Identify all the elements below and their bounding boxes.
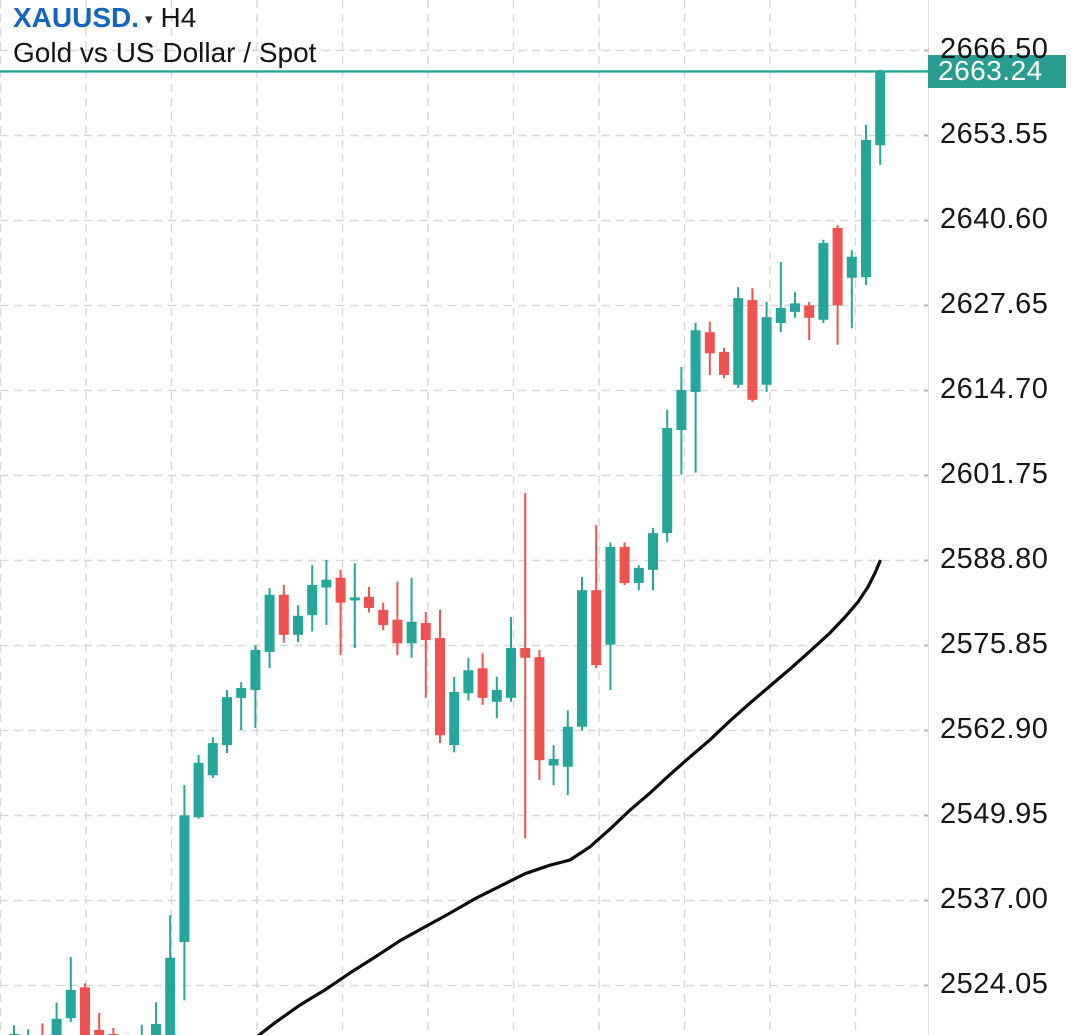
candle-body: [193, 762, 204, 818]
candle-body: [151, 1024, 161, 1035]
candle-body: [264, 594, 275, 652]
candle-body: [577, 590, 587, 727]
candle-body: [761, 317, 772, 385]
candle-body: [406, 621, 417, 644]
candle-body: [80, 987, 90, 1035]
candle-body: [704, 332, 715, 354]
candle-body: [633, 567, 644, 583]
candle-body: [293, 615, 303, 635]
price-axis-label: 2575.85: [940, 627, 1049, 660]
price-axis-label: 2640.60: [940, 202, 1049, 235]
candle-body: [207, 743, 218, 776]
candle-body: [250, 649, 261, 690]
candle-body: [236, 687, 247, 698]
candle-body: [548, 758, 559, 766]
candle-body: [51, 1018, 62, 1035]
price-axis-label: 2549.95: [940, 797, 1049, 830]
price-axis-label: 2537.00: [940, 882, 1049, 915]
symbol-dropdown-icon: ▾: [145, 11, 153, 29]
price-axis-label: 2666.50: [940, 33, 1049, 65]
candle-body: [534, 657, 545, 761]
price-axis-label: 2653.55: [940, 117, 1049, 150]
candle-body: [449, 691, 460, 746]
candle-body: [222, 697, 232, 746]
price-axis-label: 2588.80: [940, 542, 1049, 575]
chart-header: XAUUSD. ▾ H4 Gold vs US Dollar / Spot: [13, 2, 316, 69]
candle-body: [420, 623, 431, 641]
candle-body: [690, 330, 701, 392]
candle-body: [65, 989, 76, 1019]
current-price-badge: 2663.24: [928, 54, 1066, 88]
moving-average-line: [256, 559, 882, 1035]
candle-body: [349, 597, 360, 601]
candle-body: [520, 647, 531, 658]
candle-body: [775, 307, 786, 324]
candle-body: [648, 533, 658, 570]
candle-body: [94, 1029, 105, 1035]
price-axis-label: 2614.70: [940, 372, 1049, 405]
candle-body: [591, 590, 602, 666]
candle-body: [846, 256, 857, 278]
candle-body: [506, 647, 516, 698]
candle-body: [435, 638, 445, 736]
candle-body: [477, 668, 488, 698]
candle-body: [747, 300, 758, 400]
candle-body: [179, 815, 190, 943]
candle-body: [307, 584, 318, 616]
candle-body: [662, 428, 673, 534]
candle-body: [619, 546, 630, 583]
symbol-label: XAUUSD.: [13, 2, 140, 33]
price-axis-label: 2627.65: [940, 287, 1049, 320]
candle-body: [875, 71, 886, 146]
price-axis-label: 2601.75: [940, 457, 1049, 490]
candle-body: [832, 227, 843, 306]
candle-body: [463, 670, 474, 694]
candle-body: [335, 577, 346, 603]
candle-body: [733, 298, 744, 385]
symbol-description: Gold vs US Dollar / Spot: [13, 37, 317, 69]
price-axis-label: 2524.05: [940, 967, 1049, 1000]
candle-body: [108, 1033, 119, 1035]
candle-body: [364, 596, 374, 608]
candle-body: [9, 1033, 19, 1035]
price-axis[interactable]: 2663.24 2666.50 2653.55 2640.60 2627.65 2614…: [928, 0, 1080, 1035]
candle-body: [605, 546, 616, 645]
price-axis-label: 2562.90: [940, 712, 1049, 745]
symbol-selector-button[interactable]: XAUUSD. ▾: [13, 2, 159, 34]
candle-body: [790, 303, 800, 312]
candle-body: [719, 351, 729, 375]
candle-body: [861, 139, 871, 278]
candle-body: [321, 579, 332, 588]
candle-body: [392, 619, 403, 644]
candle-body: [378, 609, 389, 625]
candle-body: [818, 242, 829, 320]
candle-body: [676, 389, 687, 431]
candle-body: [491, 689, 502, 702]
timeframe-label: H4: [160, 2, 197, 33]
candle-body: [165, 957, 176, 1035]
candle-body: [804, 305, 815, 318]
candle-body: [562, 726, 573, 767]
candle-body: [278, 594, 289, 635]
